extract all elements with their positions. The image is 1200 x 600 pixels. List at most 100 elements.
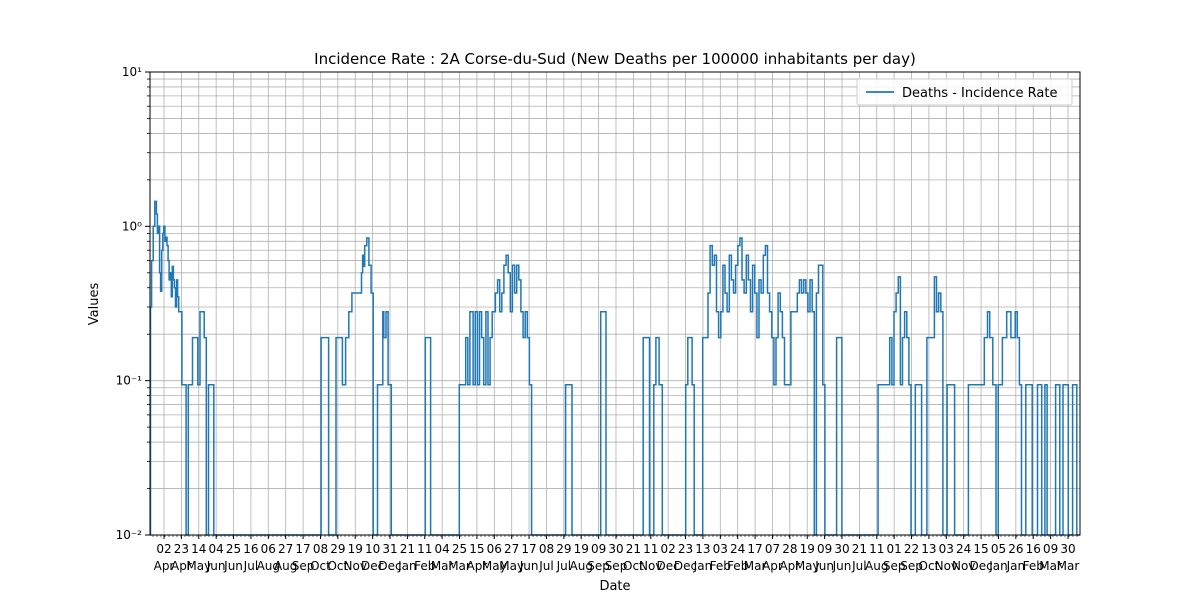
x-tick-label-month: Apr [171, 559, 192, 573]
x-tick-label-month: Nov [639, 559, 662, 573]
x-tick-label-day: 26 [1008, 542, 1023, 556]
x-tick-label-month: Dec [657, 559, 680, 573]
x-tick-label-day: 19 [800, 542, 815, 556]
y-tick-label: 10⁰ [122, 219, 142, 233]
x-tick-label-month: Aug [570, 559, 593, 573]
x-tick-label-day: 25 [452, 542, 467, 556]
x-tick-label-month: Jan [988, 559, 1008, 573]
x-tick-label-day: 03 [939, 542, 954, 556]
chart-title: Incidence Rate : 2A Corse-du-Sud (New De… [314, 50, 916, 68]
x-tick-label-day: 27 [278, 542, 293, 556]
y-axis: 10⁻² 10⁻¹ 10⁰ 10¹ [116, 65, 150, 542]
x-tick-label-month: Dec [378, 559, 401, 573]
x-tick-label-month: Apr [762, 559, 783, 573]
x-tick-label-day: 04 [435, 542, 450, 556]
x-tick-label-month: Jul [851, 559, 866, 573]
x-tick-label-month: Feb [710, 559, 731, 573]
x-tick-label-day: 17 [521, 542, 536, 556]
x-tick-label-day: 24 [730, 542, 745, 556]
x-tick-label-day: 21 [400, 542, 415, 556]
x-tick-label-month: Sep [605, 559, 628, 573]
x-tick-label-day: 30 [608, 542, 623, 556]
y-tick-label: 10¹ [122, 65, 142, 79]
x-tick-label-month: Apr [779, 559, 800, 573]
x-tick-label-month: Jun [519, 559, 539, 573]
x-tick-label-day: 23 [174, 542, 189, 556]
x-tick-label-day: 15 [469, 542, 484, 556]
x-tick-label-month: Sep [587, 559, 610, 573]
x-tick-label-day: 06 [487, 542, 502, 556]
x-tick-label-day: 11 [643, 542, 658, 556]
x-tick-label-month: Dec [361, 559, 384, 573]
x-tick-label-month: Sep [900, 559, 923, 573]
x-tick-label-month: Apr [467, 559, 488, 573]
x-tick-label-month: Dec [674, 559, 697, 573]
legend-box [856, 78, 1073, 106]
x-tick-label-day: 09 [591, 542, 606, 556]
x-tick-label-month: Mar [744, 559, 767, 573]
x-tick-label-day: 01 [887, 542, 902, 556]
x-tick-label-day: 23 [678, 542, 693, 556]
x-tick-label-day: 29 [330, 542, 345, 556]
x-tick-label-month: Nov [952, 559, 975, 573]
x-tick-label-month: Apr [154, 559, 175, 573]
x-tick-label-month: Jan [397, 559, 417, 573]
x-tick-label-day: 09 [817, 542, 832, 556]
x-tick-label-month: Nov [344, 559, 367, 573]
x-tick-label-day: 16 [1026, 542, 1041, 556]
x-tick-label-month: May [186, 559, 211, 573]
grid-lines [150, 71, 1080, 536]
x-tick-label-day: 02 [661, 542, 676, 556]
x-tick-label-day: 11 [869, 542, 884, 556]
x-tick-label-day: 29 [556, 542, 571, 556]
x-tick-label-day: 28 [782, 542, 797, 556]
x-tick-label-day: 17 [747, 542, 762, 556]
x-tick-label-month: Jun [814, 559, 834, 573]
x-tick-label-day: 31 [382, 542, 397, 556]
x-tick-label-month: Jul [556, 559, 571, 573]
x-tick-label-day: 16 [243, 542, 258, 556]
y-tick-label: 10⁻¹ [116, 374, 143, 388]
x-tick-label-month: Aug [274, 559, 297, 573]
x-tick-label-month: May [499, 559, 524, 573]
x-tick-label-month: Dec [969, 559, 992, 573]
x-tick-label-month: Jul [243, 559, 258, 573]
x-tick-label-day: 15 [973, 542, 988, 556]
x-tick-label-month: Feb [414, 559, 435, 573]
x-tick-label-month: Jun [223, 559, 243, 573]
x-tick-label-month: Mar [1057, 559, 1080, 573]
x-tick-label-month: Oct [327, 559, 348, 573]
x-tick-label-month: Mar [448, 559, 471, 573]
x-tick-label-month: Jan [693, 559, 713, 573]
x-tick-label-day: 04 [209, 542, 224, 556]
x-tick-label-day: 03 [713, 542, 728, 556]
x-tick-label-day: 14 [191, 542, 206, 556]
x-tick-label-month: Jun [832, 559, 852, 573]
x-tick-label-month: Aug [865, 559, 888, 573]
x-tick-label-day: 30 [1060, 542, 1075, 556]
x-tick-label-month: Oct [919, 559, 940, 573]
x-tick-label-day: 27 [504, 542, 519, 556]
x-tick-label-day: 21 [852, 542, 867, 556]
x-tick-label-month: Jan [1006, 559, 1026, 573]
plot-frame [149, 71, 1081, 536]
x-tick-label-month: Jun [206, 559, 226, 573]
x-tick-label-day: 13 [695, 542, 710, 556]
x-tick-label-day: 07 [765, 542, 780, 556]
x-tick-label-month: Oct [310, 559, 331, 573]
x-tick-label-day: 08 [313, 542, 328, 556]
x-tick-label-day: 25 [226, 542, 241, 556]
legend: Deaths - Incidence Rate [856, 78, 1073, 106]
y-tick-label: 10⁻² [116, 528, 143, 542]
x-tick-label-day: 21 [626, 542, 641, 556]
x-tick-label-month: Oct [623, 559, 644, 573]
x-tick-label-month: Jul [538, 559, 553, 573]
x-tick-label-month: Mar [431, 559, 454, 573]
x-tick-label-day: 13 [921, 542, 936, 556]
x-axis-label: Date [599, 579, 630, 594]
x-tick-label-month: May [482, 559, 507, 573]
x-tick-label-day: 24 [956, 542, 971, 556]
y-axis-label: Values [87, 283, 102, 326]
x-tick-label-month: Mar [1039, 559, 1062, 573]
x-tick-label-month: Feb [727, 559, 748, 573]
